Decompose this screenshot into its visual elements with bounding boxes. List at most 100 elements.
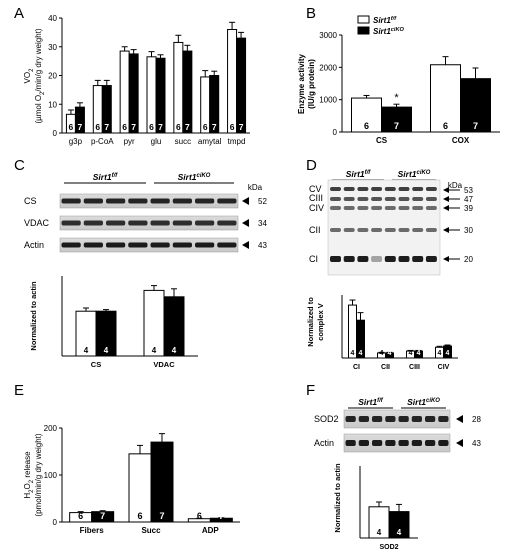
blot-row-label: CII	[309, 225, 321, 235]
kda-unit: kDa	[248, 183, 263, 192]
blot-f-SOD2-band	[425, 416, 436, 422]
n-label: 7	[473, 121, 478, 131]
blot-c-Actin-band	[217, 242, 237, 248]
n-label: 7	[239, 122, 244, 132]
blot-row-label: Actin	[314, 438, 334, 448]
n-label: 4	[409, 350, 413, 357]
blot-d-band	[330, 206, 341, 210]
blot-f-Actin-band	[385, 440, 396, 446]
blot-d-band	[330, 228, 341, 232]
n-label: 4	[417, 350, 421, 357]
bar-COX-s1	[430, 64, 461, 133]
blot-d-band	[330, 256, 341, 262]
n-label: 4	[172, 346, 177, 355]
blot-d-band	[384, 228, 396, 232]
n-label: 6	[203, 122, 208, 132]
blot-d-band	[398, 187, 410, 191]
panel-letter-D: D	[306, 157, 317, 174]
blot-d-band	[412, 197, 424, 201]
n-label: 6	[176, 122, 181, 132]
n-label: 6	[364, 121, 369, 131]
x-tick-label: amytal	[198, 137, 222, 146]
blot-c-Actin-band	[195, 242, 215, 248]
x-tick-label: CIV	[438, 364, 450, 371]
blot-c-CS-band	[172, 198, 192, 204]
blot-d-band	[343, 187, 355, 191]
blot-c-VDAC-band	[217, 220, 237, 226]
blot-c-group-wt: Sirt1f/f	[93, 172, 119, 182]
n-label: 4	[446, 350, 450, 357]
blot-d-band	[384, 206, 396, 210]
significance-marker: *	[394, 92, 399, 104]
n-label: 6	[443, 121, 448, 131]
blot-d-band	[371, 256, 383, 262]
blot-d-band	[384, 256, 396, 262]
bar-Succ-s2	[150, 441, 174, 523]
y-tick-label: 200	[44, 424, 58, 433]
n-label: 6	[197, 511, 202, 521]
y-axis-label-unit: (IU/g protein)	[307, 59, 316, 109]
bar-CS-s2	[381, 106, 412, 133]
blot-d-band	[425, 228, 437, 232]
blot-d-band	[330, 197, 341, 201]
blot-arrow	[242, 241, 249, 249]
blot-d-band	[425, 256, 437, 262]
blot-c-VDAC-band	[83, 220, 103, 226]
blot-c-CS-band	[128, 198, 148, 204]
blot-d-band	[412, 206, 424, 210]
blot-arrow	[456, 439, 463, 447]
blot-d-band	[343, 256, 355, 262]
n-label: 7	[131, 122, 136, 132]
n-label: 4	[351, 350, 355, 357]
y-tick-label: 0	[53, 129, 58, 138]
y-axis-label-unit: (pmol/min/g dry weight)	[34, 433, 43, 516]
kda-unit: kDa	[448, 181, 463, 190]
x-tick-label: g3p	[69, 137, 83, 146]
x-tick-label: CI	[353, 364, 360, 371]
n-label: 4	[359, 350, 363, 357]
n-label: 7	[104, 122, 109, 132]
blot-f-SOD2-bg	[343, 409, 451, 429]
panel-letter-B: B	[306, 5, 316, 22]
n-label: 6	[230, 122, 235, 132]
y-tick-label: 20	[48, 72, 57, 81]
kda-label: 39	[464, 204, 473, 213]
y-axis-label-unit: complex V	[316, 303, 325, 341]
blot-row-label: SOD2	[314, 414, 339, 424]
blot-row-label: Actin	[24, 240, 44, 250]
n-label: 7	[212, 122, 217, 132]
legend-swatch-ko	[357, 26, 370, 35]
n-label: 7	[185, 122, 190, 132]
kda-label: 47	[464, 195, 473, 204]
blot-d-band	[425, 206, 437, 210]
blot-d-band	[343, 228, 355, 232]
blot-f-Actin-band	[438, 440, 449, 446]
n-label: 6	[149, 122, 154, 132]
blot-f-SOD2-band	[438, 416, 449, 422]
blot-d-band	[343, 197, 355, 201]
kda-label: 43	[258, 241, 267, 250]
y-tick-label: 2000	[319, 63, 337, 72]
legend-label-wt: Sirt1f/f	[373, 16, 397, 25]
blot-c-CS-band	[217, 198, 237, 204]
y-axis-label-unit: (µmol O2/min/g dry weight)	[34, 28, 46, 123]
blot-f-SOD2-band	[372, 416, 383, 422]
blot-arrow	[242, 219, 249, 227]
bar-succ-s2	[182, 50, 193, 134]
blot-c-Actin-band	[150, 242, 170, 248]
blot-row-label: CS	[24, 196, 37, 206]
blot-d-band	[398, 206, 410, 210]
kda-label: 30	[464, 226, 473, 235]
blot-c-VDAC-bg	[59, 215, 239, 231]
y-tick-label: 0	[333, 128, 338, 137]
y-tick-label: 40	[48, 14, 57, 23]
y-axis-label: Enzyme activity	[297, 53, 306, 114]
blot-d-band	[425, 197, 437, 201]
panel-letter-F: F	[306, 382, 315, 399]
blot-f-SOD2-band	[398, 416, 409, 422]
blot-d-group-wt: Sirt1f/f	[346, 169, 372, 179]
blot-c-CS-band	[195, 198, 215, 204]
n-label: 6	[95, 122, 100, 132]
blot-f-SOD2-band	[345, 416, 356, 422]
blot-c-CS-band	[106, 198, 126, 204]
